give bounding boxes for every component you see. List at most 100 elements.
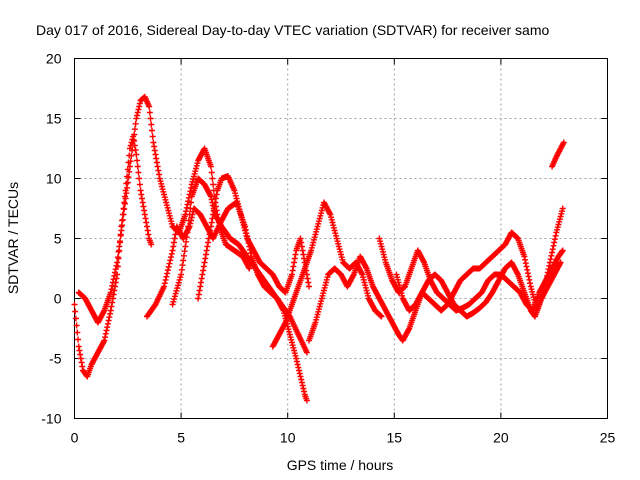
- data-point: [172, 290, 179, 297]
- data-point: [153, 159, 160, 166]
- data-point: [112, 266, 119, 273]
- series-trace-1: [71, 133, 155, 380]
- data-point: [296, 370, 303, 377]
- data-point: [212, 195, 219, 202]
- data-point: [116, 243, 123, 250]
- data-point: [210, 211, 217, 218]
- data-point: [134, 109, 141, 116]
- data-point: [295, 364, 302, 371]
- data-point: [198, 275, 205, 282]
- data-point: [174, 285, 181, 292]
- data-point: [148, 241, 155, 248]
- x-tick-label: 20: [493, 430, 509, 446]
- data-point: [169, 301, 176, 308]
- data-point: [208, 219, 215, 226]
- data-point: [168, 250, 175, 257]
- data-point: [107, 289, 114, 296]
- data-point: [143, 219, 150, 226]
- data-point: [298, 243, 305, 250]
- data-point: [185, 198, 192, 205]
- data-point: [139, 199, 146, 206]
- data-point: [171, 293, 178, 300]
- data-point: [186, 211, 193, 218]
- data-point: [133, 115, 140, 122]
- data-point: [74, 329, 81, 336]
- series-trace-9: [393, 259, 564, 320]
- data-point: [182, 243, 189, 250]
- data-point: [71, 301, 78, 308]
- data-point: [169, 247, 176, 254]
- data-point: [141, 207, 148, 214]
- data-point: [527, 280, 534, 287]
- data-point: [136, 175, 143, 182]
- series-trace-6: [269, 199, 385, 350]
- data-point: [101, 337, 108, 344]
- data-point: [298, 379, 305, 386]
- data-point: [525, 273, 532, 280]
- data-point: [128, 152, 135, 159]
- data-point: [147, 115, 154, 122]
- data-point: [137, 187, 144, 194]
- data-point: [139, 195, 146, 202]
- data-point: [77, 355, 84, 362]
- data-point: [183, 238, 190, 245]
- data-point: [149, 133, 156, 140]
- data-point: [552, 232, 559, 239]
- data-point: [378, 313, 385, 320]
- data-point: [547, 256, 554, 263]
- data-point: [77, 351, 84, 358]
- data-point: [172, 231, 179, 238]
- data-point: [114, 259, 121, 266]
- data-point: [152, 151, 159, 158]
- x-tick-label: 15: [387, 430, 403, 446]
- data-point: [145, 231, 152, 238]
- data-point: [170, 243, 177, 250]
- data-point: [106, 314, 113, 321]
- data-point: [181, 248, 188, 255]
- data-point: [146, 103, 153, 110]
- data-point: [293, 358, 300, 365]
- data-point: [75, 343, 82, 350]
- data-point: [549, 249, 556, 256]
- data-point: [72, 308, 79, 315]
- data-point: [112, 269, 119, 276]
- data-point: [207, 227, 214, 234]
- data-point: [111, 272, 118, 279]
- data-point: [153, 155, 160, 162]
- data-point: [165, 263, 172, 270]
- data-point: [72, 315, 79, 322]
- data-point: [200, 263, 207, 270]
- data-point: [288, 271, 295, 278]
- data-point: [126, 163, 133, 170]
- data-point: [290, 263, 297, 270]
- data-point: [170, 298, 177, 305]
- axis-ticks: 0 5 10 15 20 25 -10 -5 0 5 10 15 20: [41, 51, 615, 446]
- data-point: [526, 276, 533, 283]
- y-tick-label: 0: [54, 291, 62, 307]
- x-tick-label: 10: [280, 430, 296, 446]
- data-point: [143, 223, 150, 230]
- data-point: [138, 191, 145, 198]
- data-point: [114, 254, 121, 261]
- data-point: [151, 143, 158, 150]
- data-point: [124, 184, 131, 191]
- data-point: [126, 168, 133, 175]
- data-point: [207, 223, 214, 230]
- data-point: [134, 112, 141, 119]
- data-point: [104, 320, 111, 327]
- data-point: [199, 271, 206, 278]
- data-point: [524, 270, 531, 277]
- data-point: [102, 330, 109, 337]
- data-point: [79, 363, 86, 370]
- data-point: [184, 201, 191, 208]
- data-point: [549, 246, 556, 253]
- data-point: [183, 208, 190, 215]
- data-point: [150, 139, 157, 146]
- data-point: [119, 216, 126, 223]
- data-point: [142, 215, 149, 222]
- y-tick-label: -5: [49, 351, 62, 367]
- data-point: [75, 336, 82, 343]
- data-point: [117, 232, 124, 239]
- data-point: [299, 247, 306, 254]
- data-point: [134, 157, 141, 164]
